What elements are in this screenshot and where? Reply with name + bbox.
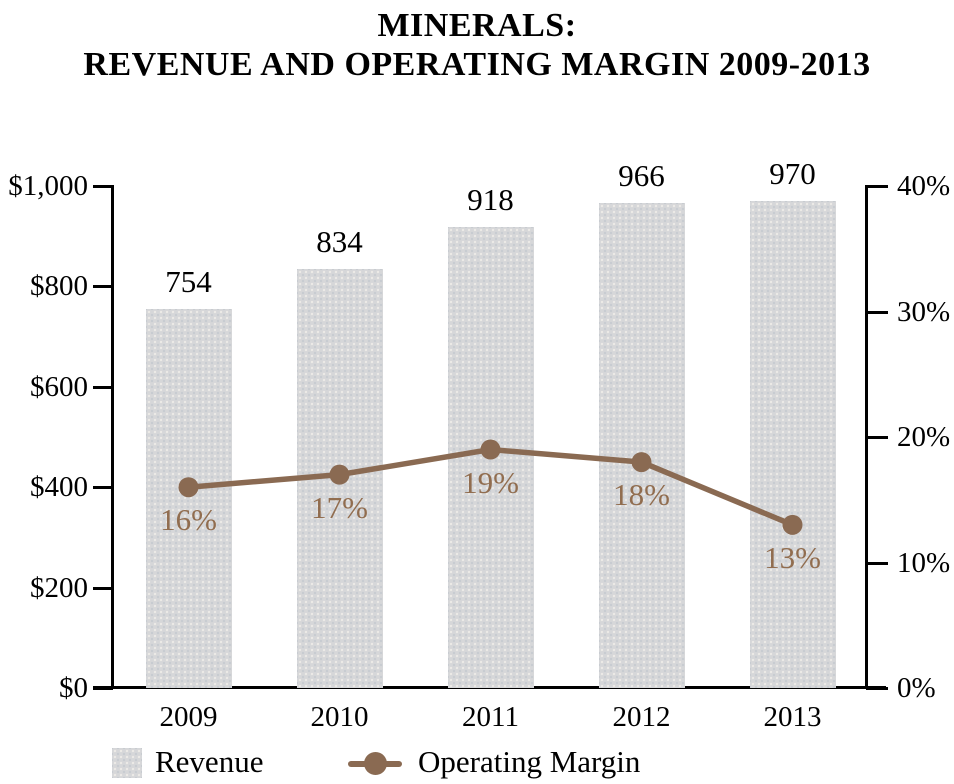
right-axis-tick: [866, 310, 888, 314]
revenue-bar: [145, 309, 232, 688]
left-axis-tick: [93, 285, 113, 289]
operating-margin-value-label: 16%: [160, 502, 217, 538]
x-axis-category-label: 2013: [763, 701, 822, 733]
revenue-value-label: 918: [467, 182, 514, 218]
operating-margin-value-label: 19%: [462, 464, 519, 500]
left-axis-tick: [93, 586, 113, 590]
revenue-value-label: 754: [165, 264, 212, 300]
left-axis-tick-label: $800: [30, 270, 88, 303]
left-axis-tick-label: $200: [30, 571, 88, 604]
left-axis-tick-label: $400: [30, 471, 88, 504]
chart-title: MINERALS: REVENUE AND OPERATING MARGIN 2…: [0, 6, 954, 84]
right-axis-tick: [866, 561, 888, 565]
legend: Revenue Operating Margin: [0, 740, 954, 784]
left-axis-line: [111, 185, 114, 689]
operating-margin-value-label: 18%: [613, 477, 670, 513]
revenue-value-label: 970: [769, 156, 816, 192]
left-axis-tick: [93, 385, 113, 389]
right-axis-tick-label: 30%: [897, 295, 951, 328]
chart-title-line2: REVENUE AND OPERATING MARGIN 2009-2013: [83, 46, 871, 83]
right-axis-tick-label: 10%: [897, 546, 951, 579]
revenue-bar: [749, 201, 836, 688]
right-axis-tick-label: 0%: [897, 672, 936, 704]
left-axis-tick-label: $1,000: [8, 170, 88, 202]
revenue-value-label: 966: [618, 158, 665, 194]
legend-operating-margin-dot-icon: [364, 752, 387, 775]
left-axis-tick: [93, 687, 113, 690]
legend-revenue-swatch: [112, 748, 142, 778]
left-axis-tick-label: $0: [59, 672, 88, 704]
right-axis-tick: [866, 687, 888, 690]
x-axis-category-label: 2012: [612, 701, 671, 733]
left-axis-tick-label: $600: [30, 370, 88, 403]
left-axis-tick: [93, 185, 113, 188]
right-axis-tick: [866, 185, 888, 188]
right-axis-tick-label: 40%: [897, 170, 951, 202]
right-axis-tick: [866, 436, 888, 439]
x-axis-category-label: 2010: [310, 701, 369, 733]
legend-revenue-label: Revenue: [155, 744, 264, 779]
revenue-bar: [296, 269, 383, 688]
legend-operating-margin-label: Operating Margin: [418, 744, 641, 779]
operating-margin-value-label: 17%: [311, 489, 368, 525]
revenue-bar: [598, 203, 685, 688]
x-axis-category-label: 2011: [462, 701, 519, 733]
left-axis-tick: [93, 486, 113, 490]
chart-title-line1: MINERALS:: [377, 7, 577, 44]
x-axis-category-label: 2009: [159, 701, 218, 733]
operating-margin-value-label: 13%: [764, 539, 821, 575]
revenue-bar: [447, 227, 534, 688]
revenue-value-label: 834: [316, 224, 363, 260]
right-axis-tick-label: 20%: [897, 421, 951, 453]
